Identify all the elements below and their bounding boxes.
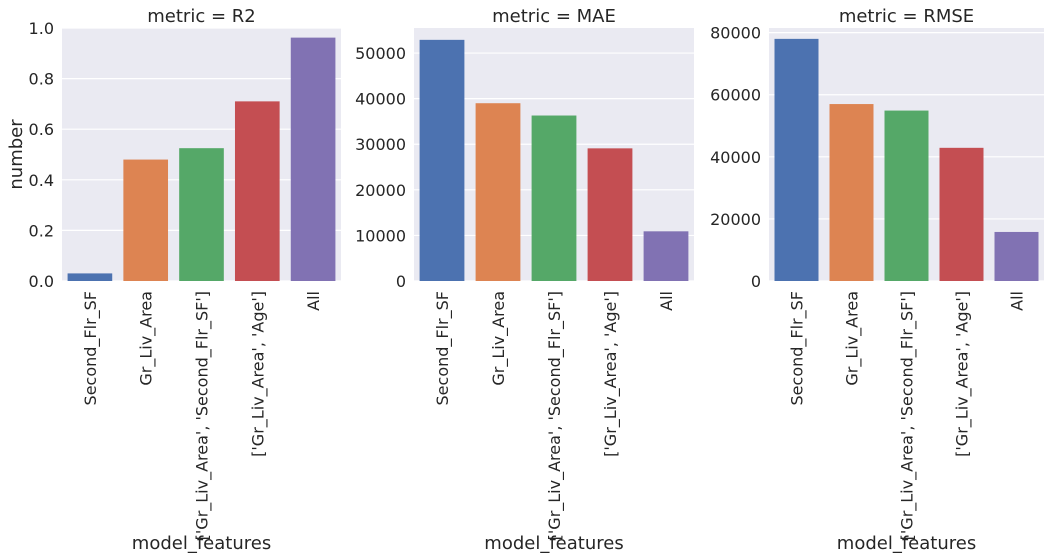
- chart-panel-2: 0 10000 20000 30000 40000 50000 Second_Flr_SF G…: [355, 6, 694, 554]
- y-tick-label: 0: [396, 272, 406, 291]
- bar: [475, 103, 521, 281]
- y-tick-label: 0.0: [29, 272, 54, 291]
- bar: [123, 159, 169, 281]
- x-tick-label: Second_Flr_SF: [81, 291, 101, 405]
- y-tick-label: 20000: [355, 181, 406, 200]
- x-tick-label: ['Gr_Liv_Area', 'Age']: [248, 291, 268, 457]
- x-axis-label: model_features: [484, 533, 623, 554]
- chart-panel-3: 0 20000 40000 60000 80000 Second_Flr_SF Gr_Liv…: [710, 6, 1044, 554]
- x-tick-label: All: [304, 291, 323, 311]
- x-tick-label: All: [657, 291, 676, 311]
- bar: [774, 38, 819, 281]
- x-axis-label: model_features: [132, 533, 271, 554]
- y-tick-label: 30000: [355, 135, 406, 154]
- x-tick-label: Gr_Liv_Area: [843, 291, 863, 386]
- bar: [531, 115, 577, 281]
- y-tick-label: 0.6: [29, 120, 54, 139]
- y-tick-label: 10000: [355, 226, 406, 245]
- bar: [643, 231, 689, 281]
- chart-title: metric = R2: [147, 6, 255, 27]
- bar: [829, 104, 874, 282]
- bar: [587, 148, 633, 281]
- y-tick-label: 0.4: [29, 171, 54, 190]
- bar: [179, 148, 224, 281]
- y-axis-label: number: [6, 119, 27, 190]
- chart-panel-1: 0.0 0.2 0.4 0.6 0.8 1.0 Second_Flr_SF Gr_Liv_Ar…: [6, 6, 341, 554]
- y-tick-label: 0.8: [29, 70, 54, 89]
- bar: [290, 37, 336, 281]
- x-tick-label: Second_Flr_SF: [433, 291, 453, 405]
- x-tick-label: ['Gr_Liv_Area', 'Second_Flr_SF']: [193, 291, 213, 540]
- x-tick-label: Gr_Liv_Area: [137, 291, 157, 386]
- bar: [939, 147, 984, 281]
- y-tick-label: 40000: [355, 90, 406, 109]
- y-tick-label: 50000: [355, 44, 406, 63]
- x-tick-label: Second_Flr_SF: [788, 291, 808, 405]
- y-tick-label: 40000: [710, 148, 761, 167]
- chart-title: metric = MAE: [492, 6, 616, 27]
- y-tick-label: 0: [751, 272, 761, 291]
- y-tick-label: 1.0: [29, 19, 54, 38]
- bar: [234, 101, 280, 282]
- bar: [994, 231, 1039, 281]
- y-tick-label: 60000: [710, 86, 761, 105]
- x-tick-label: ['Gr_Liv_Area', 'Age']: [601, 291, 621, 457]
- x-tick-label: All: [1008, 291, 1027, 311]
- x-tick-label: ['Gr_Liv_Area', 'Age']: [953, 291, 973, 457]
- y-tick-label: 0.2: [29, 221, 54, 240]
- x-axis-label: model_features: [837, 533, 976, 554]
- bar: [67, 273, 113, 281]
- y-tick-label: 80000: [710, 24, 761, 43]
- x-tick-label: Gr_Liv_Area: [489, 291, 509, 386]
- y-tick-label: 20000: [710, 210, 761, 229]
- x-tick-label: ['Gr_Liv_Area', 'Second_Flr_SF']: [898, 291, 918, 540]
- bar: [419, 39, 465, 282]
- chart-title: metric = RMSE: [839, 6, 974, 27]
- x-tick-label: ['Gr_Liv_Area', 'Second_Flr_SF']: [545, 291, 565, 540]
- bar: [884, 110, 929, 281]
